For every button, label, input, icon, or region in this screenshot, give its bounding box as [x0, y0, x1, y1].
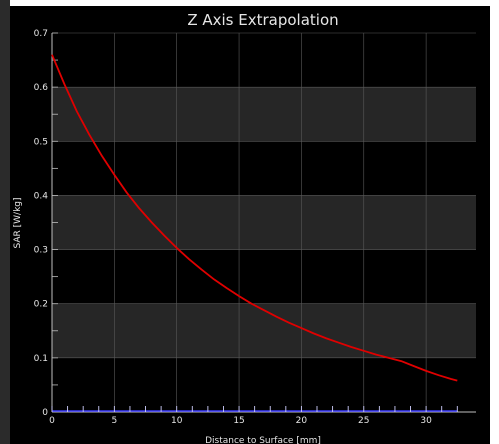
x-tick-label-3: 15	[233, 416, 244, 426]
measurement-markers	[51, 406, 458, 412]
x-tick-label-6: 30	[420, 416, 432, 426]
axes	[51, 32, 476, 413]
x-tick-label-1: 5	[111, 416, 117, 426]
y-tick-label-4: 0.4	[34, 191, 49, 201]
y-tick-label-0: 0	[42, 408, 48, 418]
y-tick-label-3: 0.3	[34, 246, 48, 256]
band-5	[52, 87, 476, 142]
y-tick-label-7: 0.7	[34, 29, 48, 39]
series-line-0	[51, 54, 458, 382]
x-tick-label-5: 25	[358, 416, 369, 426]
data-series	[51, 54, 458, 382]
x-tick-label-4: 20	[296, 416, 308, 426]
left-border	[0, 0, 10, 444]
y-tick-label-1: 0.1	[34, 354, 48, 364]
tick-labels: 0 0.1 0.2 0.3 0.4 0.5 0.6 0.7 0 5 10 15 20 25 30	[34, 29, 432, 426]
y-axis-label: SAR [W/kg]	[13, 197, 23, 248]
y-tick-label-6: 0.6	[34, 83, 49, 93]
band-1	[52, 303, 476, 358]
alternating-bands	[52, 87, 476, 358]
y-tick-label-5: 0.5	[34, 137, 48, 147]
x-tick-label-2: 10	[171, 416, 183, 426]
x-axis-label: Distance to Surface [mm]	[205, 436, 321, 444]
band-3	[52, 195, 476, 250]
y-tick-label-2: 0.2	[34, 300, 48, 310]
chart-title: Z Axis Extrapolation	[187, 11, 338, 29]
x-tick-label-0: 0	[49, 416, 55, 426]
grid-lines	[52, 32, 476, 412]
